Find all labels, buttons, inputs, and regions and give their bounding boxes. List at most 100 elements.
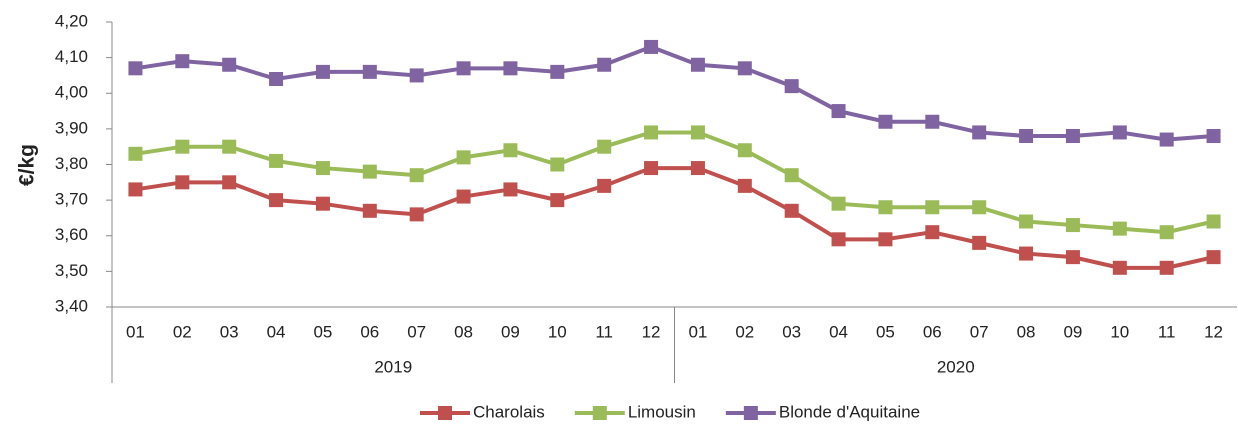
legend-label: Limousin [628, 402, 696, 421]
data-point [456, 189, 471, 204]
y-tick-label: 4,20 [55, 11, 88, 30]
data-point [1112, 125, 1127, 140]
data-point [175, 54, 190, 69]
x-tick-label: 02 [173, 322, 192, 341]
legend-marker [743, 406, 758, 420]
x-tick-label: 04 [267, 322, 286, 341]
x-tick-label: 10 [1110, 322, 1129, 341]
x-tick-label: 09 [1063, 322, 1082, 341]
data-point [1019, 129, 1034, 143]
data-point [597, 57, 612, 72]
data-point [269, 153, 284, 168]
y-tick-label: 3,80 [55, 154, 88, 173]
data-point [737, 61, 752, 76]
data-point [456, 61, 471, 76]
data-point [175, 175, 190, 190]
series-line [135, 130, 1215, 235]
data-point [737, 143, 752, 158]
data-point [878, 114, 893, 129]
data-point [362, 203, 377, 218]
data-point [831, 104, 846, 119]
y-tick-label: 4,00 [55, 83, 88, 102]
data-point [409, 68, 424, 83]
data-point [690, 57, 705, 72]
x-tick-label: 02 [735, 322, 754, 341]
data-point [1206, 250, 1221, 265]
x-tick-label: 06 [360, 322, 379, 341]
x-tick-label: 04 [829, 322, 848, 341]
x-tick-label: 07 [407, 322, 426, 341]
data-point [972, 235, 987, 250]
x-tick-label: 06 [923, 322, 942, 341]
data-point [784, 203, 799, 218]
data-point [1159, 225, 1174, 240]
data-point [690, 161, 705, 176]
data-point [597, 178, 612, 193]
x-tick-label: 08 [454, 322, 473, 341]
x-tick-label: 08 [1017, 322, 1036, 341]
x-tick-label: 11 [595, 322, 613, 341]
data-point [1112, 221, 1127, 236]
data-point [222, 175, 237, 190]
data-point [878, 232, 893, 247]
y-tick-label: 3,90 [55, 118, 88, 137]
data-point [315, 196, 330, 211]
legend-label: Charolais [473, 402, 545, 421]
x-tick-label: 12 [1204, 322, 1223, 341]
data-point [456, 150, 471, 165]
data-point [550, 64, 565, 79]
data-point [831, 196, 846, 211]
y-tick-label: 3,70 [55, 190, 88, 209]
x-tick-label: 11 [1158, 322, 1176, 341]
y-axis-title: €/kg [16, 144, 39, 186]
data-point [315, 161, 330, 176]
data-point [175, 139, 190, 154]
data-point [1065, 129, 1080, 143]
group-label: 2019 [374, 357, 412, 376]
legend-marker [438, 406, 452, 420]
data-point [503, 182, 518, 197]
data-point [269, 72, 284, 86]
data-point [222, 57, 237, 72]
x-tick-label: 01 [126, 322, 145, 341]
data-point [315, 64, 330, 79]
x-tick-label: 09 [501, 322, 520, 341]
x-tick-label: 05 [313, 322, 332, 341]
data-point [784, 79, 799, 94]
x-tick-label: 03 [782, 322, 801, 341]
data-point [597, 139, 612, 154]
data-point [925, 114, 940, 129]
data-point [925, 225, 940, 240]
data-point [503, 61, 518, 76]
data-point [1159, 260, 1174, 275]
data-point [362, 64, 377, 79]
legend-label: Blonde d'Aquitaine [779, 402, 920, 421]
x-tick-label: 07 [970, 322, 989, 341]
data-point [550, 157, 565, 172]
x-tick-label: 03 [220, 322, 239, 341]
data-point [831, 232, 846, 247]
data-point [972, 125, 987, 140]
data-point [409, 207, 424, 222]
x-tick-label: 12 [642, 322, 661, 341]
data-point [644, 161, 659, 176]
data-point [1065, 250, 1080, 265]
legend-marker [592, 406, 607, 420]
data-point [362, 164, 377, 179]
data-point [644, 39, 659, 54]
data-point [737, 178, 752, 193]
data-point [925, 200, 940, 215]
data-point [409, 168, 424, 183]
data-point [690, 125, 705, 140]
x-tick-label: 01 [688, 322, 707, 341]
y-tick-label: 3,40 [55, 296, 88, 315]
x-tick-label: 05 [876, 322, 895, 341]
y-tick-label: 3,60 [55, 225, 88, 244]
data-point [784, 168, 799, 183]
data-point [550, 193, 565, 208]
data-point [128, 61, 143, 76]
data-point [1206, 129, 1221, 143]
data-point [878, 200, 893, 215]
data-point [269, 193, 284, 208]
